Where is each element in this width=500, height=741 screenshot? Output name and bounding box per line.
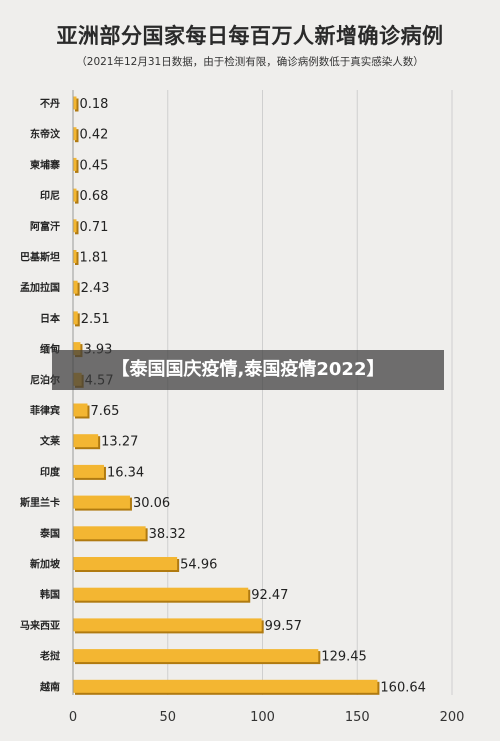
bar-shadow: [75, 221, 79, 235]
category-label: 越南: [39, 680, 60, 693]
bar: [73, 649, 319, 663]
value-label: 7.65: [90, 404, 119, 419]
value-label: 1.81: [80, 251, 109, 266]
value-label: 2.43: [81, 281, 110, 296]
bar: [73, 188, 77, 202]
bar: [73, 127, 77, 141]
category-label: 东帝汶: [30, 128, 61, 141]
value-label: 30.06: [133, 496, 170, 511]
category-label: 韩国: [40, 588, 60, 601]
category-label: 日本: [40, 312, 61, 325]
category-label: 泰国: [39, 527, 60, 540]
bar-shadow: [75, 98, 79, 112]
category-label: 阿富汗: [30, 220, 60, 233]
value-label: 160.64: [380, 680, 426, 695]
category-label: 文莱: [40, 435, 60, 448]
bar: [73, 403, 88, 417]
x-tick-label: 150: [345, 710, 370, 725]
x-tick-label: 50: [159, 710, 176, 725]
category-label: 新加坡: [30, 558, 61, 571]
bar: [73, 219, 77, 233]
value-label: 13.27: [101, 435, 138, 450]
category-label: 印尼: [40, 190, 60, 202]
bar: [73, 157, 77, 171]
value-label: 16.34: [107, 465, 144, 480]
bar-shadow: [75, 159, 79, 173]
category-label: 老挝: [39, 650, 61, 663]
category-label: 菲律宾: [30, 404, 60, 417]
value-label: 2.51: [81, 312, 110, 327]
bar: [73, 526, 146, 540]
bar: [73, 434, 99, 448]
value-label: 99.57: [265, 619, 302, 634]
category-label: 斯里兰卡: [20, 496, 60, 509]
bar: [73, 618, 262, 632]
bar: [73, 495, 130, 509]
bar: [73, 679, 378, 693]
value-label: 0.45: [80, 158, 109, 173]
value-label: 0.42: [80, 128, 109, 143]
category-label: 柬埔寨: [29, 158, 60, 171]
bar-shadow: [75, 190, 79, 204]
bar: [73, 587, 249, 601]
bar: [73, 96, 77, 110]
category-label: 孟加拉国: [20, 281, 60, 294]
bar: [73, 464, 104, 478]
x-tick-label: 200: [440, 710, 465, 725]
category-label: 不丹: [40, 98, 60, 110]
value-label: 54.96: [180, 558, 217, 573]
bar-shadow: [75, 252, 79, 265]
bar: [73, 250, 77, 263]
x-tick-label: 100: [250, 710, 275, 725]
bar: [73, 311, 78, 325]
bar: [73, 557, 178, 570]
overlay-banner: 【泰国国庆疫情,泰国疫情2022】: [52, 350, 444, 390]
value-label: 0.71: [80, 220, 109, 235]
value-label: 129.45: [321, 650, 367, 665]
category-label: 印度: [40, 465, 61, 478]
value-label: 0.18: [80, 97, 109, 112]
bar-shadow: [75, 129, 79, 143]
x-tick-label: 0: [69, 710, 77, 725]
chart-subtitle: （2021年12月31日数据，由于检测有限，确诊病例数低于真实感染人数）: [76, 56, 424, 68]
bar: [73, 280, 78, 294]
value-label: 92.47: [251, 588, 288, 603]
bar: [73, 342, 81, 356]
value-label: 38.32: [149, 527, 186, 542]
chart-title: 亚洲部分国家每日每百万人新增确诊病例: [56, 23, 444, 48]
category-label: 马来西亚: [20, 619, 60, 632]
category-label: 巴基斯坦: [20, 251, 60, 264]
value-label: 0.68: [80, 189, 109, 204]
